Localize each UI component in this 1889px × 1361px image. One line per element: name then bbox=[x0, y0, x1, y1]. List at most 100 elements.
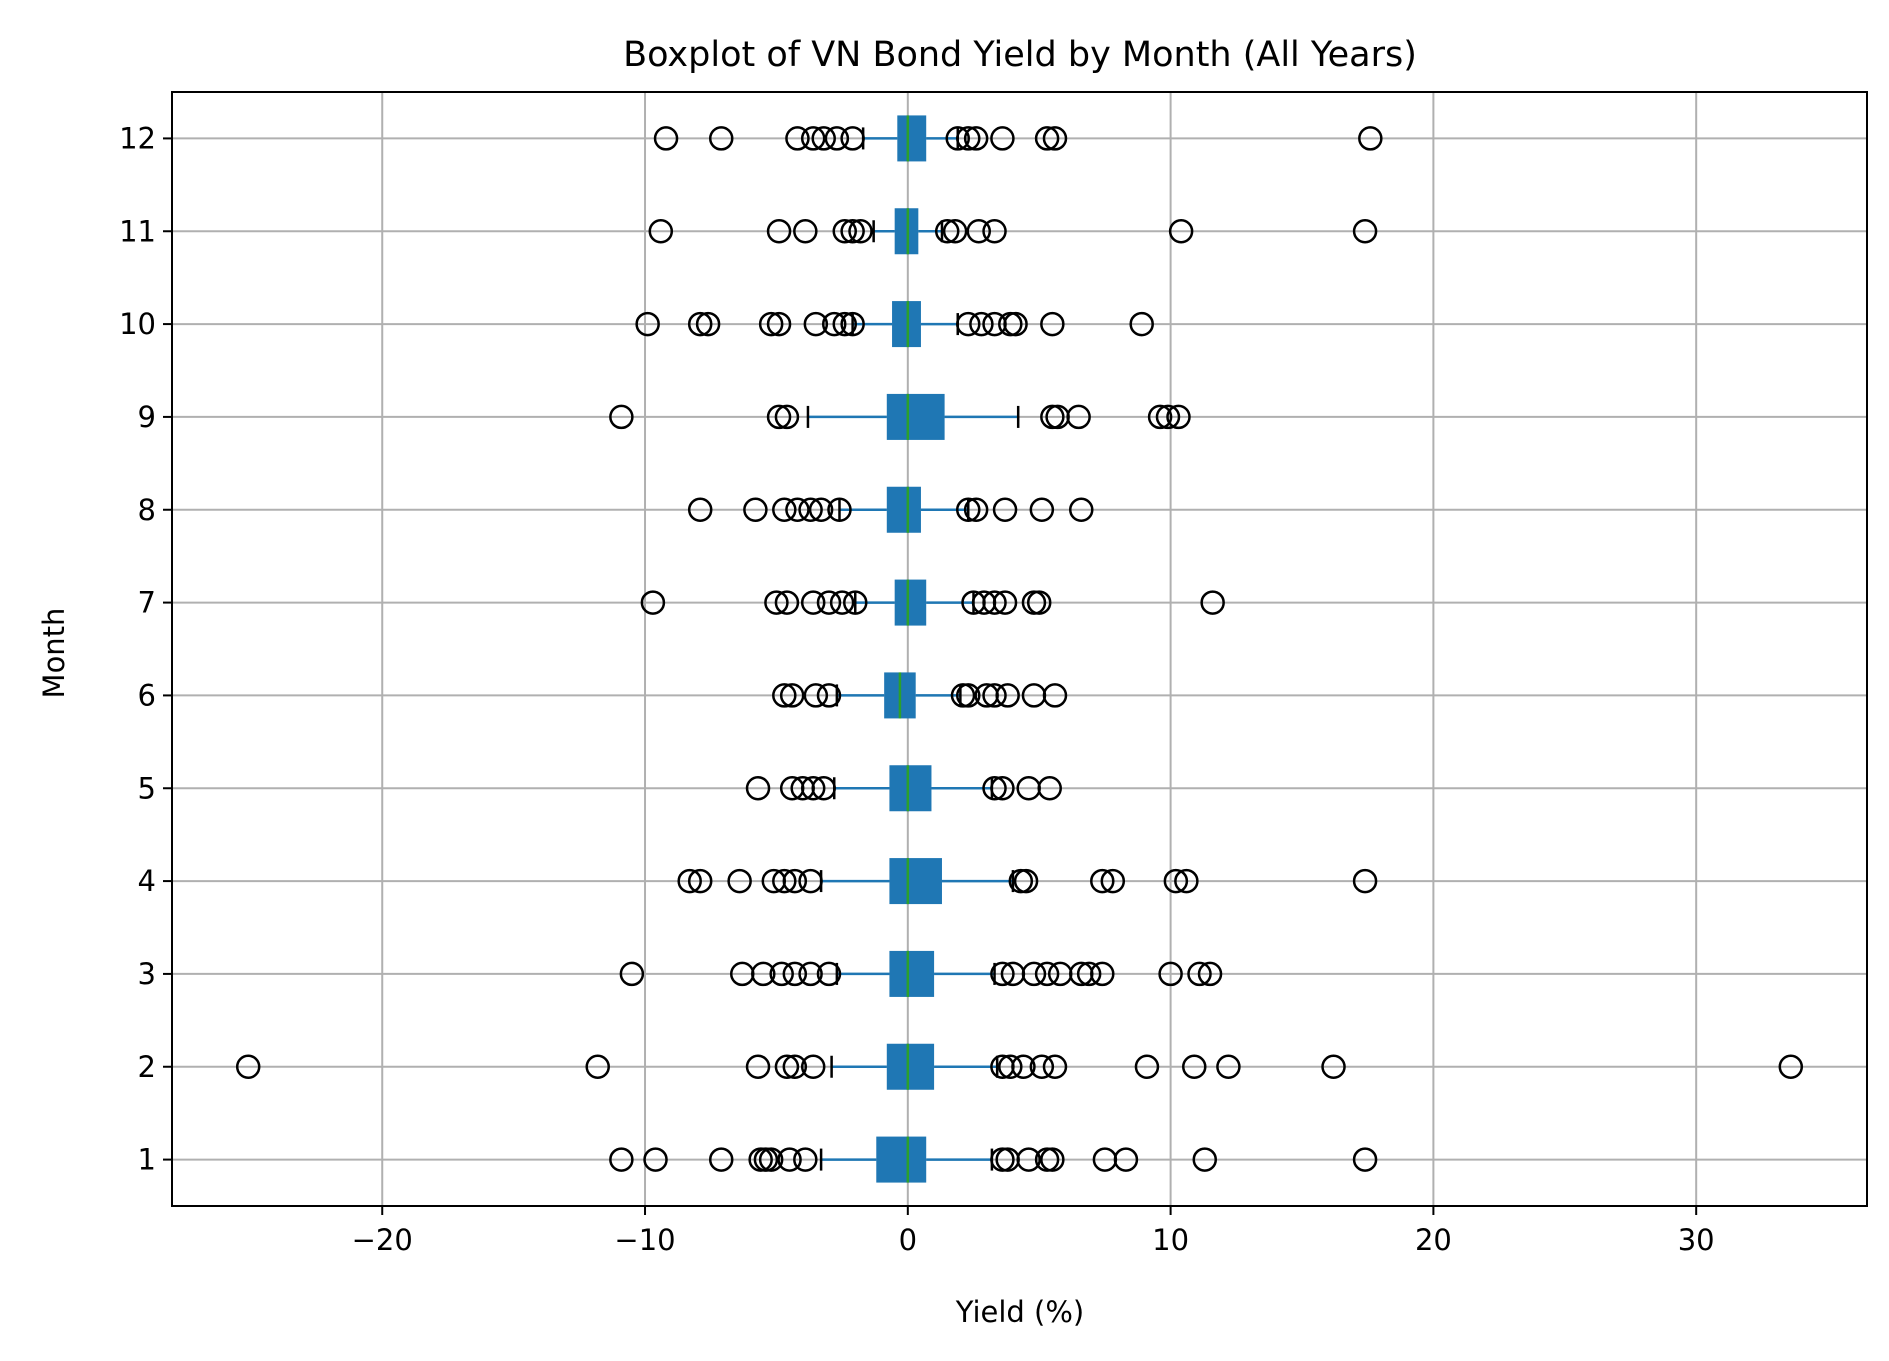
outlier-point bbox=[648, 219, 674, 244]
outlier-point bbox=[800, 590, 826, 615]
box-iqr bbox=[894, 208, 919, 255]
y-tick-label: 3 bbox=[138, 957, 156, 991]
outlier-point bbox=[235, 1054, 261, 1079]
x-tick-label: 10 bbox=[1152, 1223, 1189, 1257]
box-iqr bbox=[889, 765, 932, 812]
outlier-point bbox=[1113, 1147, 1139, 1172]
box-month-12 bbox=[653, 115, 1383, 162]
outlier-point bbox=[1182, 1054, 1207, 1079]
outlier-point bbox=[1029, 1054, 1055, 1079]
y-tick-label: 12 bbox=[119, 121, 156, 155]
outlier-point bbox=[990, 961, 1015, 987]
outlier-point bbox=[708, 1147, 734, 1172]
outlier-point bbox=[609, 1147, 634, 1172]
box-month-9 bbox=[609, 393, 1191, 440]
box-iqr bbox=[889, 858, 942, 905]
outlier-point bbox=[1034, 126, 1060, 151]
outlier-point bbox=[1158, 961, 1183, 987]
outlier-point bbox=[1090, 868, 1115, 894]
y-tick-label: 1 bbox=[138, 1143, 156, 1177]
outlier-point bbox=[956, 497, 981, 522]
outlier-point bbox=[843, 590, 868, 615]
outlier-point bbox=[969, 311, 994, 337]
outlier-point bbox=[798, 868, 823, 894]
outlier-point bbox=[1352, 1147, 1378, 1172]
x-tick-label: −20 bbox=[352, 1223, 413, 1257]
x-tick-label: 20 bbox=[1415, 1223, 1452, 1257]
outlier-point bbox=[772, 868, 797, 894]
outlier-point bbox=[751, 961, 776, 987]
box-month-2 bbox=[235, 1043, 1804, 1090]
box-iqr bbox=[886, 1043, 935, 1090]
outlier-point bbox=[1163, 868, 1189, 894]
outlier-point bbox=[1321, 1054, 1346, 1079]
outlier-point bbox=[998, 1054, 1023, 1079]
outlier-point bbox=[963, 126, 989, 151]
outlier-point bbox=[832, 311, 857, 337]
outlier-point bbox=[816, 590, 842, 615]
outlier-point bbox=[782, 868, 808, 894]
outlier-point bbox=[1003, 311, 1028, 337]
outlier-point bbox=[829, 590, 855, 615]
outlier-point bbox=[811, 126, 836, 151]
outlier-point bbox=[708, 126, 734, 151]
outlier-point bbox=[793, 219, 818, 244]
y-tick-label: 5 bbox=[138, 771, 156, 805]
y-tick-label: 4 bbox=[138, 864, 156, 898]
outlier-point bbox=[848, 219, 873, 244]
outlier-point bbox=[840, 219, 865, 244]
outlier-point bbox=[1192, 1147, 1218, 1172]
outlier-point bbox=[1029, 497, 1055, 522]
outlier-point bbox=[1100, 868, 1126, 894]
series-layer bbox=[235, 115, 1804, 1183]
outlier-point bbox=[695, 311, 721, 337]
y-axis-label: Month bbox=[37, 608, 71, 699]
box-month-1 bbox=[609, 1136, 1378, 1183]
x-tick-label: 30 bbox=[1678, 1223, 1715, 1257]
box-iqr bbox=[886, 393, 945, 440]
outlier-point bbox=[956, 311, 981, 337]
outlier-point bbox=[800, 776, 826, 801]
outlier-point bbox=[982, 776, 1007, 801]
outlier-point bbox=[1040, 1147, 1065, 1172]
outlier-point bbox=[643, 1147, 668, 1172]
x-tick-label: −10 bbox=[614, 1223, 675, 1257]
outlier-point bbox=[619, 961, 645, 987]
outlier-point bbox=[1037, 776, 1062, 801]
box-month-7 bbox=[640, 579, 1225, 626]
outlier-point bbox=[934, 219, 960, 244]
outlier-point bbox=[758, 1147, 784, 1172]
chart-title: Boxplot of VN Bond Yield by Month (All Y… bbox=[623, 35, 1417, 75]
box-iqr bbox=[897, 115, 927, 162]
outlier-point bbox=[1166, 404, 1191, 430]
outlier-point bbox=[793, 1147, 818, 1172]
outlier-point bbox=[782, 1054, 808, 1079]
outlier-point bbox=[1066, 404, 1091, 430]
outlier-point bbox=[942, 219, 968, 244]
outlier-point bbox=[816, 961, 842, 987]
x-tick-label: 0 bbox=[899, 1223, 917, 1257]
outlier-point bbox=[803, 683, 829, 708]
outlier-point bbox=[1042, 126, 1068, 151]
outlier-point bbox=[800, 1054, 826, 1079]
box-iqr bbox=[894, 579, 927, 626]
outlier-point bbox=[798, 497, 823, 522]
outlier-point bbox=[992, 590, 1018, 615]
box-month-8 bbox=[687, 486, 1094, 533]
outlier-point bbox=[774, 590, 800, 615]
outlier-point bbox=[992, 497, 1018, 522]
outlier-point bbox=[1358, 126, 1383, 151]
outlier-point bbox=[982, 590, 1007, 615]
outlier-point bbox=[803, 311, 829, 337]
box-month-6 bbox=[772, 672, 1068, 719]
outlier-point bbox=[743, 497, 768, 522]
box-month-5 bbox=[745, 765, 1062, 812]
outlier-point bbox=[772, 683, 797, 708]
outlier-point bbox=[585, 1054, 610, 1079]
outlier-point bbox=[827, 497, 852, 522]
outlier-point bbox=[982, 219, 1007, 244]
outlier-point bbox=[800, 126, 826, 151]
outlier-point bbox=[782, 961, 808, 987]
